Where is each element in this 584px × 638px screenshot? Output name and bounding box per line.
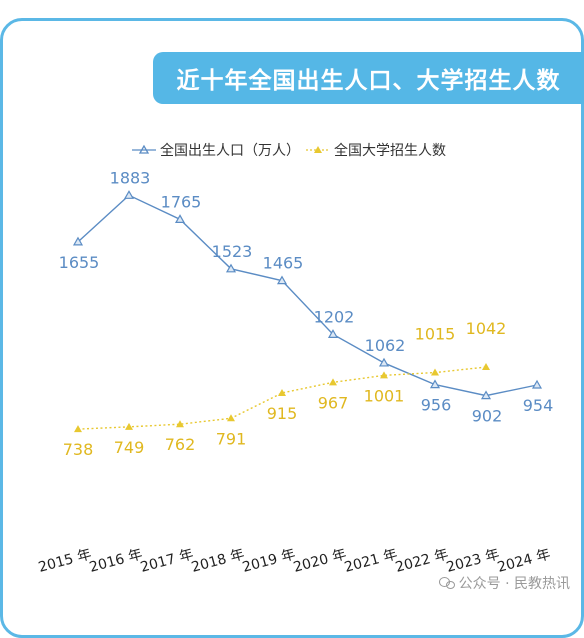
birth-data-label: 1465	[263, 254, 304, 273]
birth-data-label: 956	[421, 396, 452, 415]
chart-canvas: 全国出生人口（万人） 全国大学招生人数 1655 1883 1765 1523 1465…	[37, 142, 554, 576]
enroll-point	[74, 425, 82, 433]
x-tick-label: 2024 年	[496, 546, 552, 575]
enroll-point	[278, 388, 286, 396]
enroll-point	[329, 378, 337, 386]
enroll-data-label: 915	[267, 404, 298, 423]
birth-point	[276, 275, 288, 285]
enroll-data-label: 749	[114, 438, 145, 457]
enroll-point	[482, 363, 490, 371]
birth-point	[174, 214, 186, 223]
x-tick-label: 2015 年	[37, 546, 93, 575]
birth-data-label: 1765	[161, 192, 202, 211]
enroll-data-label: 738	[63, 440, 94, 459]
birth-point	[429, 379, 441, 389]
birth-data-label: 1655	[59, 253, 100, 272]
series-line-enroll	[77, 366, 487, 430]
birth-point	[123, 190, 135, 199]
watermark-text: 公众号 · 民教热讯	[458, 576, 570, 592]
enroll-data-label: 762	[165, 435, 196, 454]
chart-title: 近十年全国出生人口、大学招生人数	[153, 52, 584, 104]
x-tick-label: 2018 年	[190, 546, 246, 575]
watermark: 公众号 · 民教热讯	[438, 573, 570, 593]
birth-point	[531, 379, 543, 389]
birth-point	[378, 357, 390, 367]
plot-area: 1655 1883 1765 1523 1465 1202 1062 956 902 954 738…	[37, 168, 554, 576]
birth-point	[225, 263, 237, 273]
enroll-point	[380, 371, 388, 379]
birth-point	[327, 329, 339, 338]
wechat-icon	[438, 576, 455, 590]
chart-frame	[0, 18, 584, 638]
legend-birth-label: 全国出生人口（万人）	[160, 142, 300, 159]
birth-data-label: 954	[523, 396, 554, 415]
enroll-data-label: 1015	[415, 325, 456, 344]
birth-data-label: 1202	[314, 307, 355, 326]
enroll-data-label: 791	[216, 429, 247, 448]
birth-point	[480, 390, 492, 400]
enroll-data-label: 967	[318, 393, 349, 412]
enroll-data-label: 1001	[364, 386, 405, 405]
enroll-point	[176, 420, 184, 428]
birth-data-label: 1883	[110, 168, 151, 187]
birth-data-label: 1523	[212, 242, 253, 261]
birth-data-label: 902	[472, 407, 503, 426]
enroll-point	[125, 422, 133, 430]
series-line-birth	[77, 194, 538, 397]
birth-point	[72, 236, 84, 246]
enroll-data-label: 1042	[466, 319, 507, 338]
x-tick-label: 2021 年	[343, 546, 399, 575]
x-tick-label: 2016 年	[88, 546, 144, 575]
x-tick-label: 2017 年	[139, 546, 195, 575]
x-tick-label: 2022 年	[394, 546, 450, 575]
legend: 全国出生人口（万人） 全国大学招生人数	[132, 142, 446, 159]
x-tick-label: 2019 年	[241, 546, 297, 575]
enroll-point	[431, 368, 439, 376]
enroll-point	[227, 414, 235, 422]
x-tick-label: 2023 年	[445, 546, 501, 575]
x-tick-label: 2020 年	[292, 546, 348, 575]
birth-data-label: 1062	[365, 336, 406, 355]
legend-enroll-label: 全国大学招生人数	[334, 142, 446, 159]
legend-enroll-marker	[314, 146, 322, 153]
